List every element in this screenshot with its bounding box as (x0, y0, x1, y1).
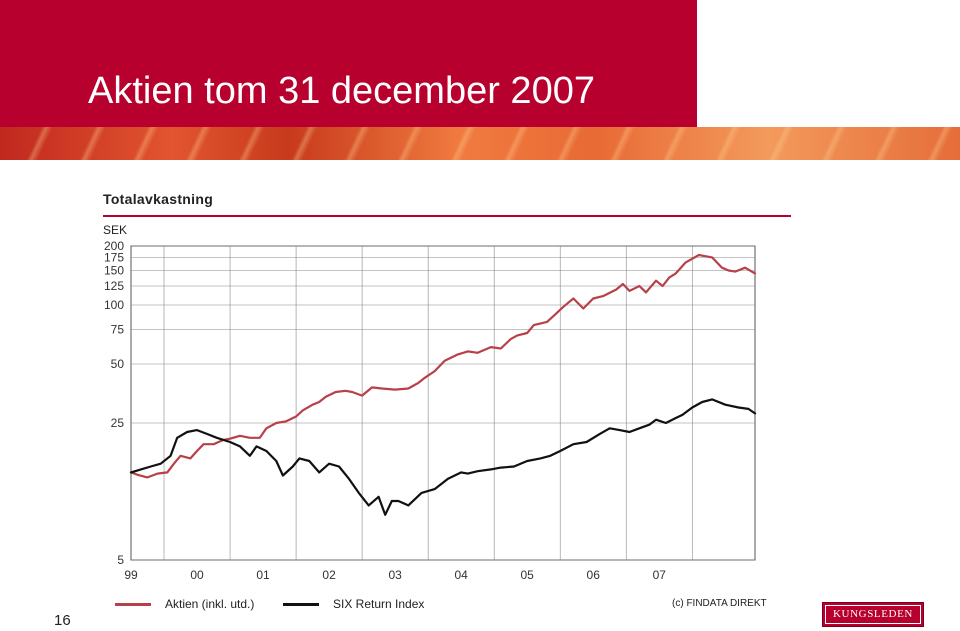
legend-label-aktien: Aktien (inkl. utd.) (165, 597, 255, 611)
decorative-stripe-sheen (0, 127, 960, 160)
y-tick-label: 25 (111, 416, 125, 430)
y-tick-label: 5 (117, 553, 124, 567)
chart-title: Totalavkastning (103, 191, 214, 207)
y-tick-label: 125 (104, 279, 124, 293)
legend-item-aktien: Aktien (inkl. utd.) (115, 597, 254, 611)
x-tick-label: 99 (124, 568, 138, 582)
decorative-stripe (0, 127, 960, 160)
y-tick-label: 175 (104, 250, 124, 264)
series-line-aktien (129, 253, 757, 479)
series-line-six-return-index (129, 398, 757, 516)
legend-label-six: SIX Return Index (333, 597, 425, 611)
y-tick-label: 100 (104, 298, 124, 312)
y-tick-label: 50 (111, 357, 125, 371)
x-tick-label: 02 (322, 568, 336, 582)
page-number: 16 (54, 612, 71, 629)
legend-swatch-six (283, 602, 319, 606)
x-tick-label: 04 (454, 568, 468, 582)
x-tick-label: 00 (190, 568, 204, 582)
y-tick-label: 150 (104, 263, 124, 277)
logo-text: KUNGSLEDEN (825, 605, 921, 624)
legend-item-six: SIX Return Index (283, 597, 424, 611)
y-tick-label: 200 (104, 239, 124, 253)
kungsleden-logo: KUNGSLEDEN (822, 602, 924, 627)
y-axis-unit-label: SEK (103, 223, 128, 237)
x-axis-ticks: 99 00 01 02 03 04 05 06 07 (124, 568, 666, 582)
slide-title: Aktien tom 31 december 2007 (88, 70, 595, 112)
x-tick-label: 07 (653, 568, 667, 582)
plot-frame (130, 245, 756, 561)
x-tick-label: 03 (388, 568, 402, 582)
source-note: (c) FINDATA DIREKT (672, 598, 767, 609)
title-rule (103, 215, 791, 217)
x-tick-label: 01 (256, 568, 270, 582)
x-tick-label: 05 (521, 568, 535, 582)
chart-grid (130, 245, 756, 561)
legend-swatch-aktien (115, 602, 151, 606)
chart-series (129, 253, 757, 516)
title-banner (0, 0, 697, 127)
x-tick-label: 06 (587, 568, 601, 582)
y-tick-label: 75 (111, 322, 125, 336)
